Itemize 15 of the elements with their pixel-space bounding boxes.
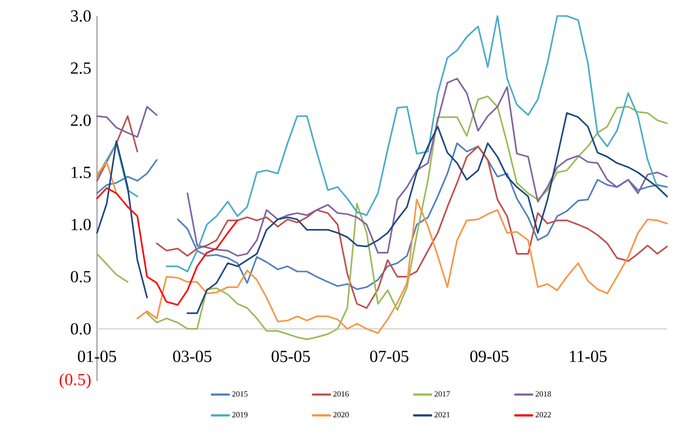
y-tick-label: 2.0 xyxy=(70,114,91,126)
x-tick-label: 07-05 xyxy=(370,350,408,362)
y-tick-label: 2.5 xyxy=(70,62,91,74)
x-tick-label: 05-05 xyxy=(272,350,310,362)
x-tick-label: 09-05 xyxy=(470,350,508,362)
x-tick-label: 11-05 xyxy=(570,350,607,362)
y-tick-label: (0.5) xyxy=(60,373,91,389)
y-tick-label: 0.5 xyxy=(70,270,91,282)
y-tick-label: 1.5 xyxy=(72,166,91,178)
y-tick-label: 3.0 xyxy=(70,10,91,22)
x-tick-label: 03-05 xyxy=(173,350,212,362)
x-tick-label: 01-05 xyxy=(78,350,116,362)
y-tick-label: 1.0 xyxy=(72,218,91,230)
y-tick-label: 0.0 xyxy=(70,323,91,335)
line-series xyxy=(96,187,238,306)
